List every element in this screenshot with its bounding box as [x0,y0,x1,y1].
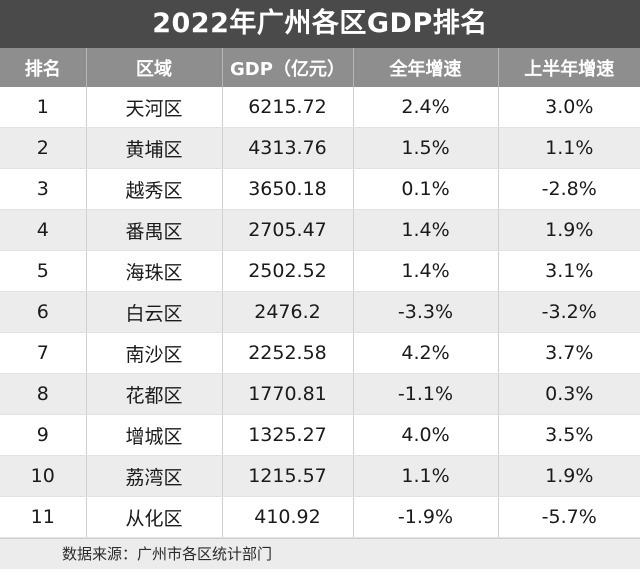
annual-growth-cell: 1.1% [352,455,498,497]
gdp-cell: 3650.18 [221,168,353,210]
header-gdp: GDP（亿元） [221,48,353,87]
district-cell: 番禺区 [85,209,222,251]
annual-growth-cell: 2.4% [352,87,498,128]
table-row: 11 从化区 410.92 -1.9% -5.7% [0,496,640,538]
table-row: 5 海珠区 2502.52 1.4% 3.1% [0,250,640,292]
rank-cell: 3 [0,168,86,210]
table-row: 9 增城区 1325.27 4.0% 3.5% [0,414,640,456]
half-year-growth-cell: 3.0% [497,87,640,128]
district-cell: 越秀区 [85,168,222,210]
table-row: 2 黄埔区 4313.76 1.5% 1.1% [0,127,640,169]
rank-cell: 5 [0,250,86,292]
table-row: 7 南沙区 2252.58 4.2% 3.7% [0,332,640,374]
annual-growth-cell: 1.4% [352,250,498,292]
district-cell: 天河区 [85,87,222,128]
gdp-cell: 2252.58 [221,332,353,374]
table-row: 1 天河区 6215.72 2.4% 3.0% [0,87,640,128]
rank-cell: 8 [0,373,86,415]
data-source-note: 数据来源：广州市各区统计部门 [0,538,640,569]
half-year-growth-cell: 1.1% [497,127,640,169]
rank-cell: 1 [0,87,86,128]
rank-cell: 2 [0,127,86,169]
annual-growth-cell: 4.0% [352,414,498,456]
district-cell: 从化区 [85,496,222,538]
district-cell: 黄埔区 [85,127,222,169]
header-row: 排名 区域 GDP（亿元） 全年增速 上半年增速 [0,48,640,87]
header-annual-growth: 全年增速 [352,48,498,87]
header-district: 区域 [85,48,222,87]
gdp-cell: 1215.57 [221,455,353,497]
gdp-cell: 4313.76 [221,127,353,169]
annual-growth-cell: -3.3% [352,291,498,333]
table-row: 6 白云区 2476.2 -3.3% -3.2% [0,291,640,333]
table-row: 10 荔湾区 1215.57 1.1% 1.9% [0,455,640,497]
gdp-cell: 2502.52 [221,250,353,292]
half-year-growth-cell: -5.7% [497,496,640,538]
header-rank: 排名 [0,48,86,87]
district-cell: 海珠区 [85,250,222,292]
gdp-cell: 1770.81 [221,373,353,415]
half-year-growth-cell: 1.9% [497,209,640,251]
half-year-growth-cell: 0.3% [497,373,640,415]
district-cell: 荔湾区 [85,455,222,497]
gdp-cell: 6215.72 [221,87,353,128]
table-row: 4 番禺区 2705.47 1.4% 1.9% [0,209,640,251]
gdp-cell: 1325.27 [221,414,353,456]
district-cell: 南沙区 [85,332,222,374]
annual-growth-cell: 1.5% [352,127,498,169]
rank-cell: 6 [0,291,86,333]
rank-cell: 10 [0,455,86,497]
half-year-growth-cell: -2.8% [497,168,640,210]
half-year-growth-cell: 1.9% [497,455,640,497]
table-title: 2022年广州各区GDP排名 [0,0,640,48]
half-year-growth-cell: -3.2% [497,291,640,333]
table-row: 3 越秀区 3650.18 0.1% -2.8% [0,168,640,210]
gdp-cell: 2705.47 [221,209,353,251]
table-row: 8 花都区 1770.81 -1.1% 0.3% [0,373,640,415]
annual-growth-cell: -1.9% [352,496,498,538]
half-year-growth-cell: 3.7% [497,332,640,374]
district-cell: 增城区 [85,414,222,456]
district-cell: 白云区 [85,291,222,333]
half-year-growth-cell: 3.1% [497,250,640,292]
annual-growth-cell: -1.1% [352,373,498,415]
annual-growth-cell: 1.4% [352,209,498,251]
annual-growth-cell: 0.1% [352,168,498,210]
gdp-cell: 2476.2 [221,291,353,333]
rank-cell: 4 [0,209,86,251]
rank-cell: 9 [0,414,86,456]
half-year-growth-cell: 3.5% [497,414,640,456]
gdp-table: 排名 区域 GDP（亿元） 全年增速 上半年增速 1 天河区 6215.72 2.4%… [0,48,640,538]
gdp-cell: 410.92 [221,496,353,538]
annual-growth-cell: 4.2% [352,332,498,374]
rank-cell: 11 [0,496,86,538]
header-half-year-growth: 上半年增速 [497,48,640,87]
table-body: 1 天河区 6215.72 2.4% 3.0% 2 黄埔区 4313.76 1.5% 1.1% 3 越… [0,87,640,538]
district-cell: 花都区 [85,373,222,415]
rank-cell: 7 [0,332,86,374]
